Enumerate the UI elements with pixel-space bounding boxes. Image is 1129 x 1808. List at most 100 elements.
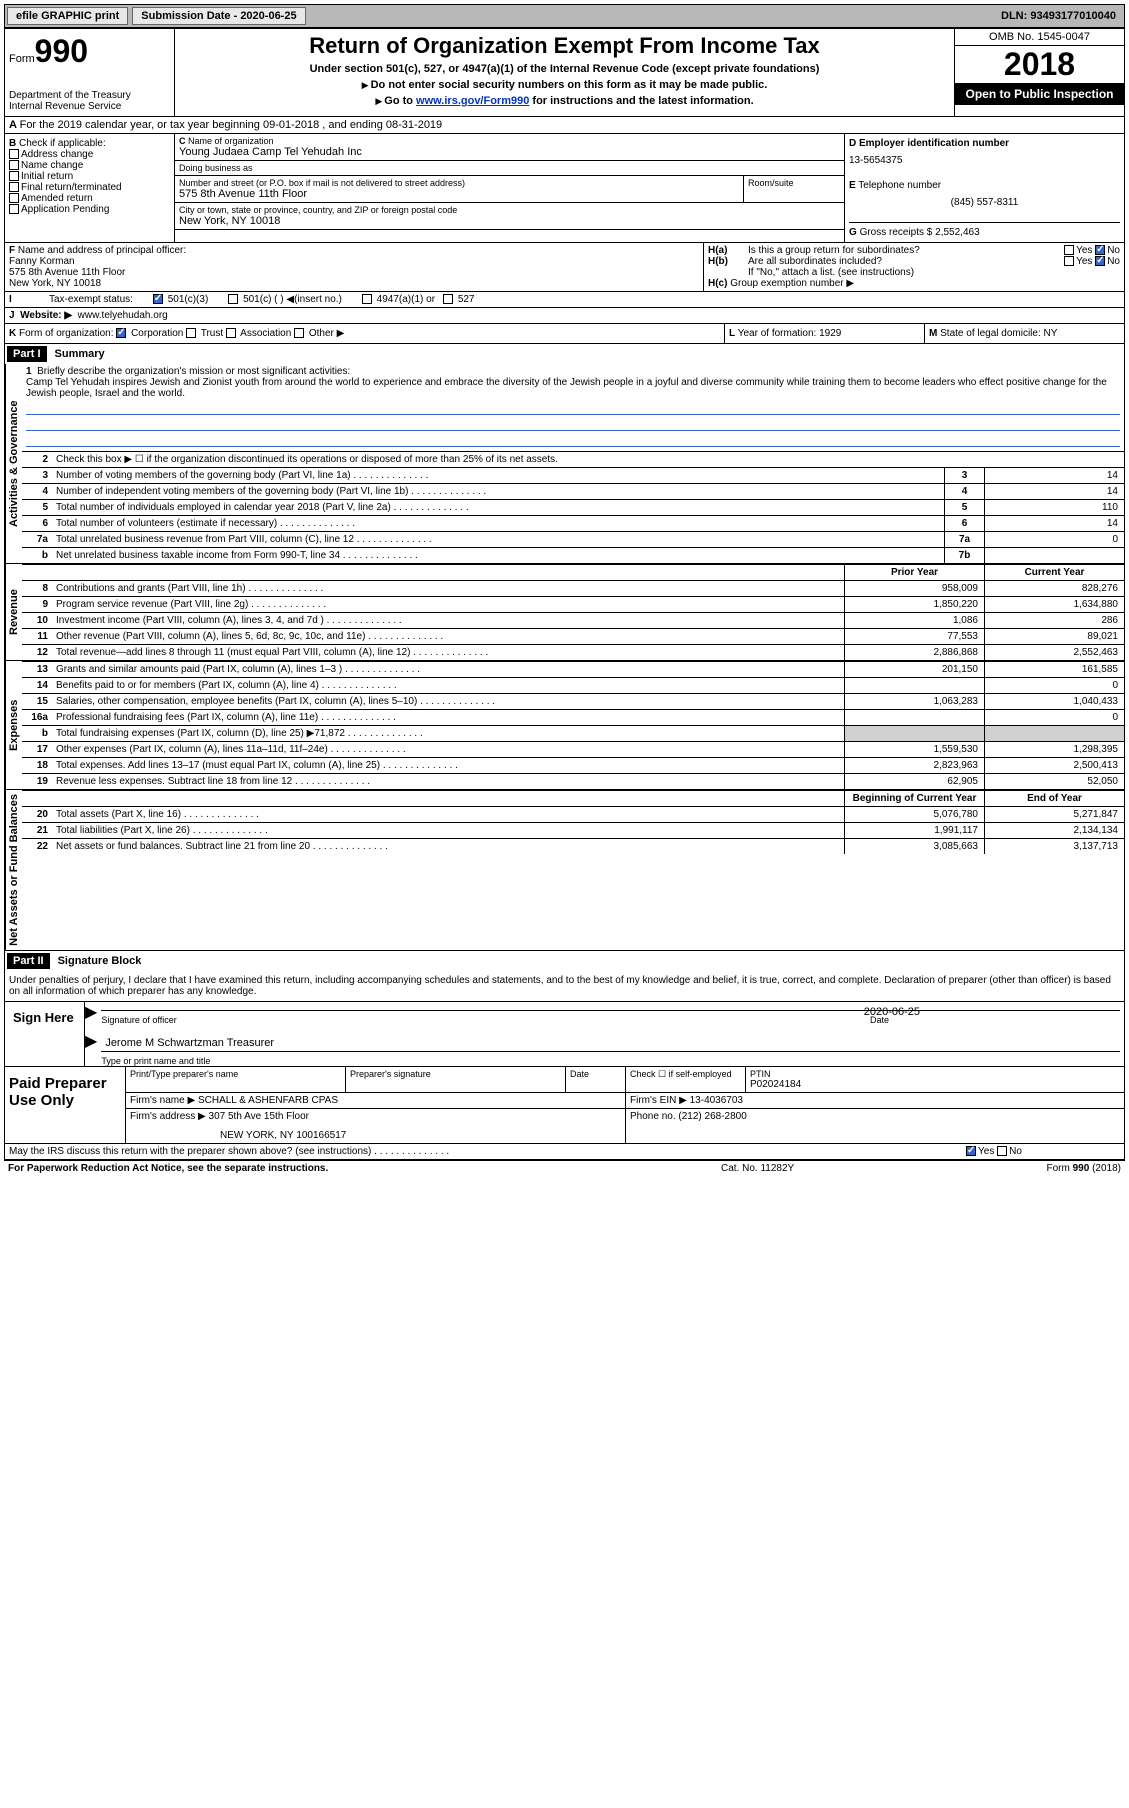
dln-label: DLN: 93493177010040 [993,8,1124,24]
officer-block: F Name and address of principal officer:… [5,243,704,291]
net-header: Beginning of Current YearEnd of Year [22,790,1124,806]
line-19: 19Revenue less expenses. Subtract line 1… [22,773,1124,789]
tax-status-row: I Tax-exempt status: 501(c)(3) 501(c) ( … [5,291,1124,307]
line-2: 2Check this box ▶ ☐ if the organization … [22,451,1124,467]
501c3-checkbox[interactable] [153,294,163,304]
form-label: Form [9,53,35,65]
ssn-note: Do not enter social security numbers on … [179,79,950,91]
discuss-no[interactable] [997,1146,1007,1156]
line-11: 11Other revenue (Part VIII, column (A), … [22,628,1124,644]
expenses-section: Expenses 13Grants and similar amounts pa… [5,660,1124,789]
ein: 13-5654375 [849,155,1120,166]
ptin: P02024184 [750,1079,1120,1090]
net-label: Net Assets or Fund Balances [5,790,22,950]
rev-header: Prior YearCurrent Year [22,564,1124,580]
bcd-section: B Check if applicable: Address change Na… [5,134,1124,242]
part1-header: Part ISummary [5,343,1124,364]
h-block: H(a)Is this a group return for subordina… [704,243,1124,291]
line-14: 14Benefits paid to or for members (Part … [22,677,1124,693]
gross-receipts: 2,552,463 [935,227,980,238]
firm-name: SCHALL & ASHENFARB CPAS [198,1095,338,1106]
firm-phone: (212) 268-2800 [678,1111,746,1122]
firm-addr2: NEW YORK, NY 100166517 [130,1130,621,1141]
submission-date-button[interactable]: Submission Date - 2020-06-25 [132,7,305,25]
goto-note: Go to www.irs.gov/Form990 for instructio… [179,95,950,107]
line-16a: 16aProfessional fundraising fees (Part I… [22,709,1124,725]
line-13: 13Grants and similar amounts paid (Part … [22,661,1124,677]
4947-checkbox[interactable] [362,294,372,304]
line-8: 8Contributions and grants (Part VIII, li… [22,580,1124,596]
trust-checkbox[interactable] [186,328,196,338]
amended-return-checkbox[interactable] [9,193,19,203]
line-12: 12Total revenue—add lines 8 through 11 (… [22,644,1124,660]
inspection-notice: Open to Public Inspection [955,83,1124,105]
state-domicile: M State of legal domicile: NY [924,324,1124,343]
form-header: Form990 Department of the Treasury Inter… [5,29,1124,117]
year-formation: L Year of formation: 1929 [724,324,924,343]
irs-link[interactable]: www.irs.gov/Form990 [416,95,529,107]
year-col: OMB No. 1545-0047 2018 Open to Public In… [954,29,1124,116]
website-row: J Website: ▶ www.telyehudah.org [5,307,1124,323]
527-checkbox[interactable] [443,294,453,304]
addr-block: Number and street (or P.O. box if mail i… [175,176,844,202]
assoc-checkbox[interactable] [226,328,236,338]
mission-text: Camp Tel Yehudah inspires Jewish and Zio… [26,377,1107,399]
hb-no[interactable] [1095,256,1105,266]
ha-yes[interactable] [1064,245,1074,255]
city-state-zip: New York, NY 10018 [179,215,840,227]
line-10: 10Investment income (Part VIII, column (… [22,612,1124,628]
firm-addr1: 307 5th Ave 15th Floor [209,1111,309,1122]
hb-yes[interactable] [1064,256,1074,266]
street-address: 575 8th Avenue 11th Floor [179,188,739,200]
efile-print-button[interactable]: efile GRAPHIC print [7,7,128,25]
preparer-row3: Firm's address ▶ 307 5th Ave 15th Floor … [126,1109,1124,1143]
form-of-org: K Form of organization: Corporation Trus… [5,324,724,343]
sig-date: 2020-06-25 [864,1006,920,1018]
org-name-block: C Name of organization Young Judaea Camp… [175,134,844,161]
line-3: 3Number of voting members of the governi… [22,467,1124,483]
page-footer: For Paperwork Reduction Act Notice, see … [4,1160,1125,1176]
app-pending-checkbox[interactable] [9,204,19,214]
501c-checkbox[interactable] [228,294,238,304]
line-9: 9Program service revenue (Part VIII, lin… [22,596,1124,612]
city-block: City or town, state or province, country… [175,202,844,230]
title-col: Return of Organization Exempt From Incom… [175,29,954,116]
line-22: 22Net assets or fund balances. Subtract … [22,838,1124,854]
final-return-checkbox[interactable] [9,182,19,192]
row-a: A For the 2019 calendar year, or tax yea… [5,117,1124,134]
line-18: 18Total expenses. Add lines 13–17 (must … [22,757,1124,773]
form-title: Return of Organization Exempt From Incom… [179,33,950,59]
form-number: 990 [35,33,88,69]
part2-header: Part IISignature Block [5,950,1124,971]
firm-ein: 13-4036703 [690,1095,743,1106]
mission-block: 1 Briefly describe the organization's mi… [22,364,1124,451]
cat-no: Cat. No. 11282Y [721,1163,921,1174]
corp-checkbox[interactable] [116,328,126,338]
line-7a: 7aTotal unrelated business revenue from … [22,531,1124,547]
form-id-col: Form990 Department of the Treasury Inter… [5,29,175,116]
discuss-row: May the IRS discuss this return with the… [5,1143,1124,1159]
governance-section: Activities & Governance 1 Briefly descri… [5,364,1124,563]
form-body: Form990 Department of the Treasury Inter… [4,28,1125,1160]
netassets-section: Net Assets or Fund Balances Beginning of… [5,789,1124,950]
line-4: 4Number of independent voting members of… [22,483,1124,499]
discuss-yes[interactable] [966,1146,976,1156]
exp-label: Expenses [5,661,22,789]
initial-return-checkbox[interactable] [9,171,19,181]
other-checkbox[interactable] [294,328,304,338]
dba-block: Doing business as [175,161,844,176]
addr-change-checkbox[interactable] [9,149,19,159]
name-change-checkbox[interactable] [9,160,19,170]
website-url: www.telyehudah.org [78,310,168,321]
revenue-section: Revenue Prior YearCurrent Year 8Contribu… [5,563,1124,660]
col-d-info: D Employer identification number 13-5654… [844,134,1124,242]
line-b: bNet unrelated business taxable income f… [22,547,1124,563]
ha-no[interactable] [1095,245,1105,255]
paid-preparer-block: Paid Preparer Use Only Print/Type prepar… [5,1066,1124,1143]
officer-signature-line[interactable]: 2020-06-25 [101,1006,1120,1011]
top-toolbar: efile GRAPHIC print Submission Date - 20… [4,4,1125,28]
officer-name-line: Jerome M Schwartzman Treasurer [101,1035,1120,1052]
line-20: 20Total assets (Part X, line 16)5,076,78… [22,806,1124,822]
officer-name: Fanny Korman [9,256,699,267]
line-17: 17Other expenses (Part IX, column (A), l… [22,741,1124,757]
